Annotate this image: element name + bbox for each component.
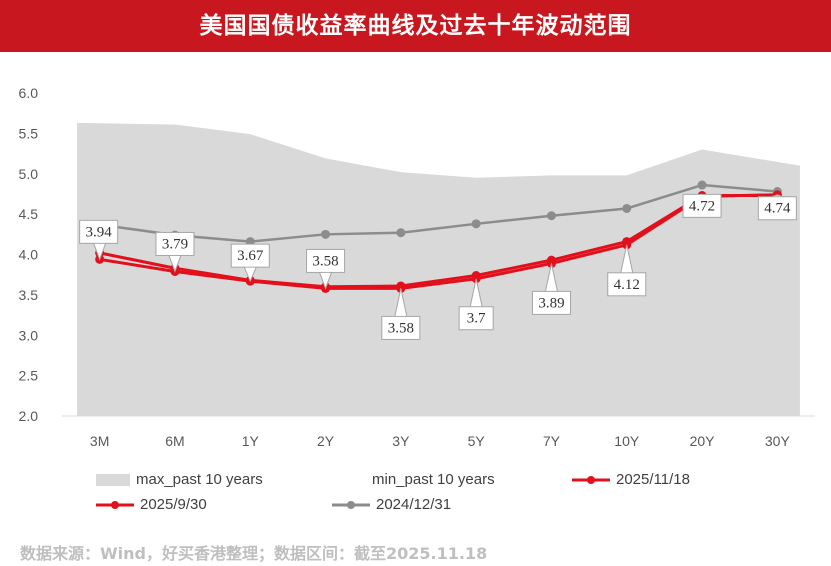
legend-item-2025-9-30: 2025/9/30 [96,496,207,513]
data-label: 4.72 [689,198,715,214]
source-note: 数据来源：Wind，好买香港整理；数据区间：截至2025.11.18 [20,544,488,563]
data-label: 4.12 [614,277,640,293]
data-label-leader [394,288,408,317]
data-label-leader [243,266,257,283]
series-2024-12-31-line [99,183,778,243]
series-2024-12-31-point [396,228,406,238]
legend-item-max: max_past 10 years [96,471,263,488]
data-label-box [155,231,195,256]
y-tick-label: 3.0 [19,327,39,343]
x-tick-label: 1Y [242,433,260,449]
data-label-box [230,243,270,268]
data-label-leader [469,278,483,307]
series-2025-9-30-line [99,194,778,289]
data-label: 3.79 [162,236,188,252]
y-tick-label: 5.0 [19,166,39,182]
data-label-leader [620,244,634,273]
data-label-box [607,272,647,297]
x-tick-label: 5Y [468,433,486,449]
y-tick-label: 4.0 [19,247,39,263]
data-label: 3.58 [388,320,414,336]
data-label-box [757,196,797,221]
legend-item-2025-11-18: 2025/11/18 [572,471,690,488]
data-label-box [682,193,722,218]
legend-swatch-2025-9-30 [96,500,134,509]
x-tick-label: 20Y [690,433,716,449]
data-label-box [381,315,421,340]
data-label: 4.74 [764,201,791,217]
x-tick-label: 3Y [392,433,410,449]
data-label: 3.58 [312,253,338,269]
series-2024-12-31-point [546,211,556,221]
data-label-box [531,290,571,315]
series-2024-12-31-point [321,229,331,239]
data-label-box [306,248,346,273]
legend-item-min: min_past 10 years [372,471,495,488]
data-label-box [458,306,494,331]
chart-title: 美国国债收益率曲线及过去十年波动范围 [199,13,632,39]
series-2024-12-31-point [471,219,481,229]
data-label: 3.67 [237,248,264,264]
legend-label-2024-12-31: 2024/12/31 [376,496,452,513]
y-tick-label: 4.5 [19,206,39,222]
title-bar [0,0,831,52]
series-2024-12-31-point [697,180,707,190]
x-tick-label: 7Y [543,433,561,449]
data-label: 3.7 [467,311,486,327]
legend-swatch-max [96,473,130,486]
data-label-box [79,219,119,244]
x-tick-label: 6M [165,433,184,449]
data-label: 3.89 [538,295,564,311]
legend-label-min: min_past 10 years [372,471,495,488]
chart-plot-area: 2.0 2.5 3.0 3.5 4.0 4.5 5.0 5.5 6.0 3M 6M 1Y 2Y 3Y 5Y 7… [19,85,815,449]
band-max-area [77,122,800,416]
legend: max_past 10 years min_past 10 years 2025… [0,465,831,525]
legend-label-2025-9-30: 2025/9/30 [140,496,207,513]
data-label-leader [93,243,107,261]
x-tick-label: 10Y [614,433,640,449]
legend-item-2024-12-31: 2024/12/31 [332,496,451,513]
legend-swatch-2024-12-31 [332,500,370,509]
y-tick-label: 2.0 [19,408,39,424]
y-tick-label: 2.5 [19,368,39,384]
y-tick-label: 5.5 [19,125,39,141]
y-tick-label: 6.0 [19,85,39,101]
legend-label-2025-11-18: 2025/11/18 [616,471,690,488]
y-tick-label: 3.5 [19,287,39,303]
series-2025-11-18-line [99,193,778,290]
data-label-leader [544,263,558,292]
x-tick-label: 30Y [765,433,791,449]
x-tick-label: 2Y [317,433,335,449]
legend-label-max: max_past 10 years [136,471,263,488]
x-tick-label: 3M [90,433,109,449]
series-2024-12-31-point [622,203,632,213]
legend-swatch-2025-11-18 [572,475,610,484]
data-label-leader [168,255,182,273]
data-label: 3.94 [86,224,113,240]
data-label-leader [319,272,333,290]
